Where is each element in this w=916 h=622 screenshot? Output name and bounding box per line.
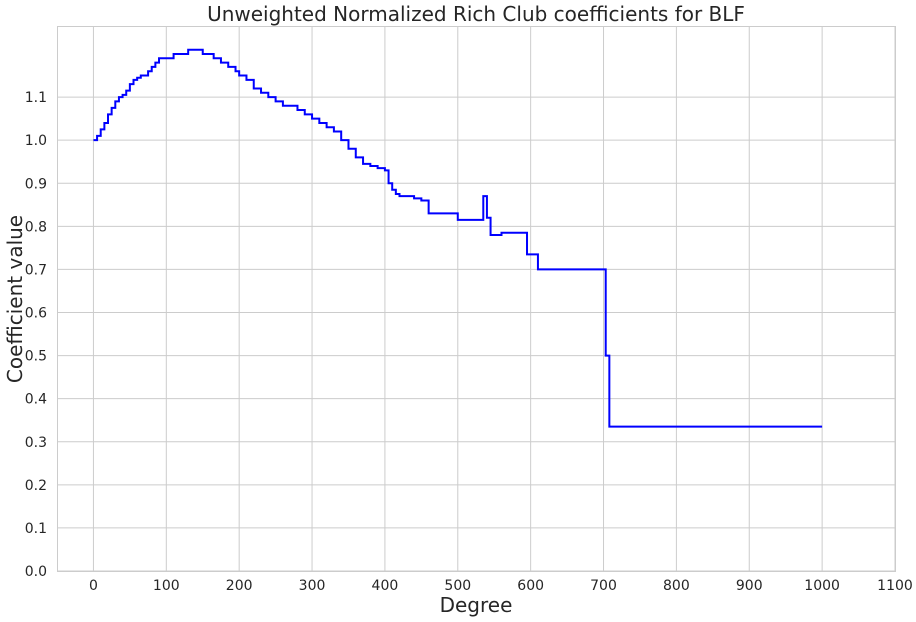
x-axis-label: Degree [440,593,513,617]
tick-labels: 0 100 200 300 400 500 600 700 800 900 1000 1100 0.0 0… [25,90,913,594]
plot-area [57,26,896,572]
x-tick-label: 1100 [877,578,913,594]
x-tick-label: 600 [517,578,544,594]
x-tick-label: 700 [590,578,617,594]
y-tick-label: 0.0 [25,564,47,580]
x-tick-label: 100 [153,578,180,594]
series-line [93,48,823,428]
y-tick-label: 0.2 [25,478,47,494]
y-tick-label: 0.6 [25,306,47,322]
y-tick-label: 0.5 [25,349,47,365]
x-tick-label: 800 [663,578,690,594]
y-tick-label: 0.4 [25,392,47,408]
x-tick-label: 200 [226,578,253,594]
chart-title: Unweighted Normalized Rich Club coeffici… [207,2,745,26]
y-tick-label: 0.3 [25,435,47,451]
y-tick-label: 0.9 [25,176,47,192]
y-tick-label: 0.1 [25,521,47,537]
y-tick-label: 0.8 [25,219,47,235]
x-tick-label: 500 [444,578,471,594]
y-tick-label: 1.0 [25,133,47,149]
x-tick-label: 900 [736,578,763,594]
y-tick-label: 1.1 [25,90,47,106]
grid [57,26,896,572]
x-tick-label: 0 [89,578,98,594]
y-tick-label: 0.7 [25,262,47,278]
x-tick-label: 1000 [804,578,840,594]
x-tick-label: 400 [372,578,399,594]
x-tick-label: 300 [299,578,326,594]
series-layer [93,48,823,428]
y-axis-label: Coefficient value [3,215,27,383]
